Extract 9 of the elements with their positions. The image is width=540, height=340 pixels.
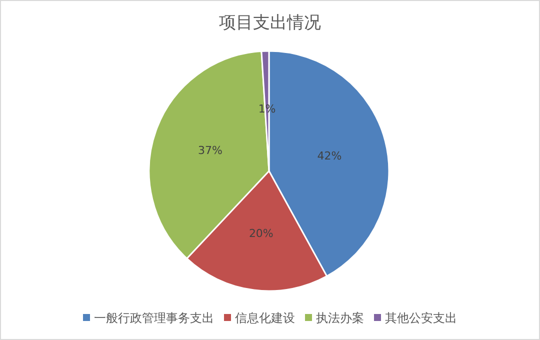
chart-title: 项目支出情况	[219, 13, 321, 33]
legend-label: 一般行政管理事务支出	[94, 311, 214, 325]
data-label: 1%	[258, 102, 276, 116]
data-label: 37%	[198, 144, 223, 157]
data-label: 20%	[248, 226, 274, 240]
data-label: 42%	[317, 149, 342, 162]
legend-label: 其他公安支出	[385, 311, 457, 325]
legend-label: 信息化建设	[235, 311, 295, 325]
legend-label: 执法办案	[316, 311, 364, 325]
